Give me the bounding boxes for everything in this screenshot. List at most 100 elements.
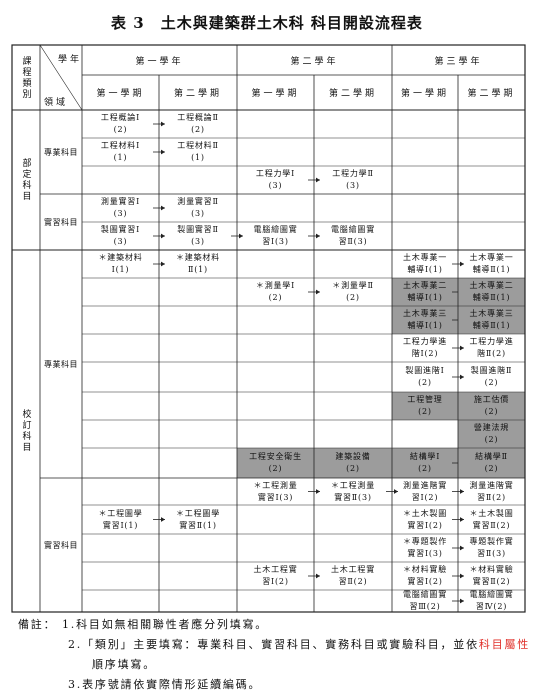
course-text: ＊測量學Ⅰ xyxy=(255,281,296,290)
course-cell: 工程材料Ⅱ (1) xyxy=(159,138,237,166)
course-text: 習Ⅱ(2) xyxy=(338,577,368,586)
course-text: 建築設備 xyxy=(335,452,371,461)
course-cell: 土木專業一 輔導Ⅰ(1) xyxy=(392,250,458,278)
course-cell: 建築設備 (2) xyxy=(314,448,392,478)
course-cell: 測量實習Ⅰ (3) xyxy=(82,194,159,222)
course-text: 測量實習Ⅱ xyxy=(177,197,219,206)
title: 表 3 土木與建築群土木科 科目開設流程表 xyxy=(111,14,423,32)
course-text: (1) xyxy=(113,153,128,162)
course-text: 施工估價 xyxy=(473,395,510,404)
course-text: (3) xyxy=(113,237,128,246)
course-text: 實習Ⅰ(1) xyxy=(102,520,139,530)
course-text: (3) xyxy=(113,209,128,218)
course-cell: ＊材料實驗 實習Ⅰ(2) xyxy=(392,562,458,590)
course-cell: 電腦繪圖實 習Ⅰ(3) xyxy=(237,222,314,250)
course-text: ＊工程圖學 xyxy=(98,508,143,518)
course-text: 輔導Ⅱ(1) xyxy=(472,321,511,330)
category-label: 課程類別 xyxy=(20,55,31,100)
course-text: 營建法規 xyxy=(473,423,510,432)
course-cell: 土木專業三 輔導Ⅱ(1) xyxy=(458,306,525,334)
course-text: 實習Ⅱ(2) xyxy=(472,577,511,586)
course-cell: 土木專業三 輔導Ⅰ(1) xyxy=(392,306,458,334)
course-text: 階Ⅱ(2) xyxy=(477,349,506,358)
course-text: 工程力學Ⅱ xyxy=(332,169,374,178)
course-text: 實習Ⅱ(1) xyxy=(179,520,217,530)
course-cell: 工程力學Ⅱ (3) xyxy=(314,166,392,194)
course-text: (2) xyxy=(346,293,360,302)
course-text: 電腦繪圖實 xyxy=(253,225,298,234)
course-cell: 施工估價 (2) xyxy=(458,392,525,420)
course-cell: 測量進階實 習Ⅱ(2) xyxy=(458,478,525,505)
course-cell: 電腦繪圖實 習Ⅲ(2) xyxy=(392,590,458,612)
course-cell: ＊建築材料 Ⅱ(1) xyxy=(159,250,237,278)
note-text: 順序填寫。 xyxy=(92,658,156,671)
shaded-cell xyxy=(458,392,525,420)
course-text: 工程力學進 xyxy=(469,337,514,346)
course-text: 土木工程實 xyxy=(331,565,375,574)
course-text: 測量實習Ⅰ xyxy=(100,197,141,206)
notes-label: 備註： xyxy=(18,618,57,631)
course-cell: 工程材料Ⅰ (1) xyxy=(82,138,159,166)
shaded-cell xyxy=(458,420,525,448)
course-text: (2) xyxy=(418,464,432,473)
course-text: 實習Ⅱ(3) xyxy=(334,492,372,502)
course-cell: ＊工程圖學實習Ⅱ(1) xyxy=(159,505,237,534)
course-text: 實習Ⅰ(3) xyxy=(257,492,294,502)
course-cell: 專題製作實 習Ⅱ(3) xyxy=(458,534,525,562)
course-text: ＊測量學Ⅱ xyxy=(332,281,374,290)
year-header: 第二學年 xyxy=(290,56,339,67)
group-label: 專業科目 xyxy=(44,359,78,369)
course-cell: ＊專題製作 實習Ⅰ(3) xyxy=(392,534,458,562)
course-text: 工程材料Ⅰ xyxy=(100,141,141,150)
course-cell: ＊工程圖學實習Ⅰ(1) xyxy=(82,505,159,534)
course-text: 習Ⅲ(2) xyxy=(409,602,441,611)
course-text: 製圖進階Ⅱ xyxy=(470,366,513,375)
course-cell: ＊工程測量實習Ⅰ(3) xyxy=(237,478,314,505)
course-text: 實習Ⅱ(2) xyxy=(472,520,511,530)
semester-header: 第一學期 xyxy=(251,89,300,99)
note-item: 1.科目如無相關聯性者應分列填寫。 xyxy=(62,615,534,635)
course-text: 習Ⅱ(3) xyxy=(338,237,368,246)
course-text: 習Ⅰ(2) xyxy=(411,492,439,502)
course-text: 習Ⅰ(2) xyxy=(262,577,289,586)
shaded-cell xyxy=(458,278,525,306)
course-cell: 製圖實習Ⅱ (3) xyxy=(159,222,237,250)
shaded-cell xyxy=(392,448,458,478)
course-cell: 結構學Ⅰ (2) xyxy=(392,448,458,478)
course-text: (3) xyxy=(346,181,360,190)
group-label: 實習科目 xyxy=(44,217,78,227)
course-text: Ⅰ(1) xyxy=(111,265,130,274)
course-text: ＊材料實驗 xyxy=(403,565,447,574)
course-text: 工程概論Ⅰ xyxy=(100,113,141,122)
section-label: 部定科目 xyxy=(20,158,31,202)
course-text: (2) xyxy=(418,407,432,416)
domain-label: 領域 xyxy=(44,98,69,108)
course-cell: 工程管理 (2) xyxy=(392,392,458,420)
course-text: (2) xyxy=(484,407,499,416)
group-label: 實習科目 xyxy=(44,540,78,550)
course-cell: ＊工程測量實習Ⅱ(3) xyxy=(314,478,392,505)
course-text: ＊工程測量 xyxy=(253,480,298,490)
course-text: 電腦繪圖實 xyxy=(469,590,514,599)
course-cell: 土木專業一 輔導Ⅱ(1) xyxy=(458,250,525,278)
course-text: 工程管理 xyxy=(407,395,443,404)
year-header: 第一學年 xyxy=(135,56,184,67)
course-cell: ＊土木製圖實習Ⅱ(2) xyxy=(458,505,525,534)
course-text: 土木專業三 xyxy=(403,309,447,318)
course-text: 製圖實習Ⅱ xyxy=(177,225,219,234)
course-cell: 電腦繪圖實習Ⅱ(3) xyxy=(314,222,392,250)
course-text: 電腦繪圖實 xyxy=(331,225,375,234)
course-text: 習Ⅱ(3) xyxy=(477,549,506,558)
course-text: 土木專業一 xyxy=(469,253,514,262)
course-text: (3) xyxy=(191,237,205,246)
course-text: ＊土木製圖 xyxy=(469,508,514,518)
course-text: ＊材料實驗 xyxy=(469,565,514,574)
course-cell: 工程力學進階Ⅱ(2) xyxy=(458,334,525,362)
course-text: 測量進階實 xyxy=(403,480,447,490)
rule xyxy=(39,44,83,111)
course-text: 土木專業一 xyxy=(403,253,447,262)
course-text: ＊工程圖學 xyxy=(176,508,220,518)
course-text: ＊工程測量 xyxy=(331,480,375,490)
course-text: 工程力學進 xyxy=(403,337,447,346)
